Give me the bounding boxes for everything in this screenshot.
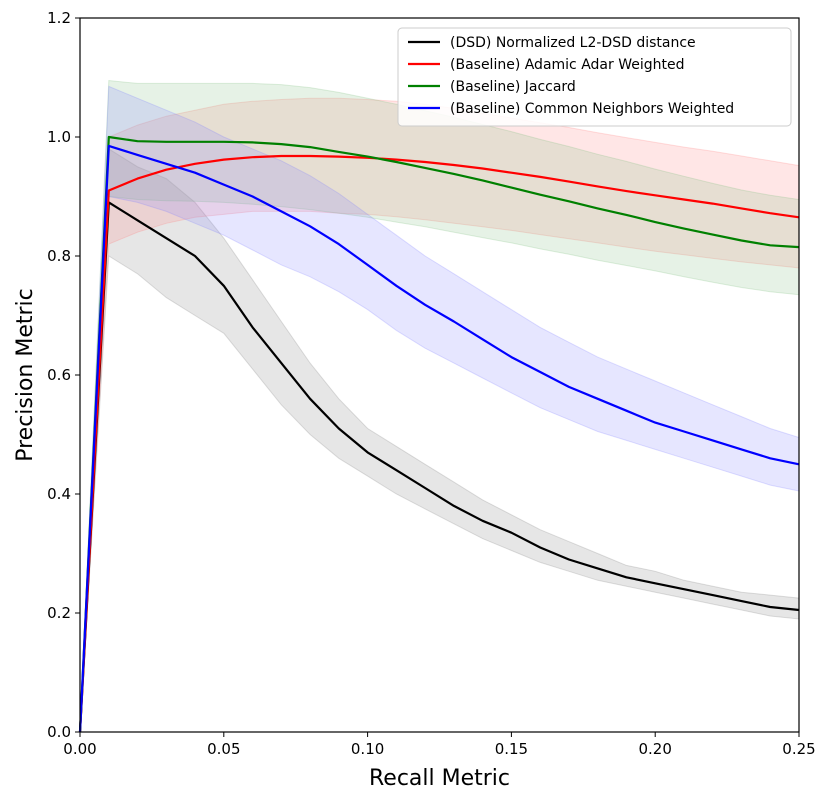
confidence-bands (79, 79, 800, 733)
x-tick-label: 0.20 (638, 740, 671, 758)
legend: (DSD) Normalized L2-DSD distance (Baselin… (397, 27, 792, 127)
x-tick-label: 0.15 (495, 740, 528, 758)
y-axis: 0.0 0.2 0.4 0.6 0.8 1.0 1.2 (47, 9, 80, 741)
y-tick-label: 0.4 (47, 485, 71, 503)
y-tick-label: 1.2 (47, 9, 71, 27)
x-tick-label: 0.00 (63, 740, 96, 758)
y-tick-label: 0.2 (47, 604, 71, 622)
y-tick-label: 0.6 (47, 366, 71, 384)
series-lines (78, 135, 800, 733)
y-tick-label: 1.0 (47, 128, 71, 146)
x-axis-title: Recall Metric (369, 766, 510, 791)
legend-label-1: (Baseline) Adamic Adar Weighted (450, 57, 684, 73)
legend-label-2: (Baseline) Jaccard (450, 79, 576, 95)
y-tick-label: 0.8 (47, 247, 71, 265)
legend-label-0: (DSD) Normalized L2-DSD distance (450, 35, 696, 51)
legend-label-3: (Baseline) Common Neighbors Weighted (450, 101, 734, 117)
x-tick-label: 0.10 (351, 740, 384, 758)
y-axis-title: Precision Metric (13, 288, 38, 462)
series-line-1 (78, 154, 800, 733)
legend-box (397, 27, 792, 127)
x-axis: 0.00 0.05 0.10 0.15 0.20 0.25 (63, 732, 816, 758)
x-tick-label: 0.25 (782, 740, 815, 758)
series-line-0 (78, 201, 800, 733)
x-tick-label: 0.05 (207, 740, 240, 758)
series-line-3 (78, 144, 800, 733)
y-tick-label: 0.0 (47, 723, 71, 741)
series-line-2 (78, 135, 800, 733)
